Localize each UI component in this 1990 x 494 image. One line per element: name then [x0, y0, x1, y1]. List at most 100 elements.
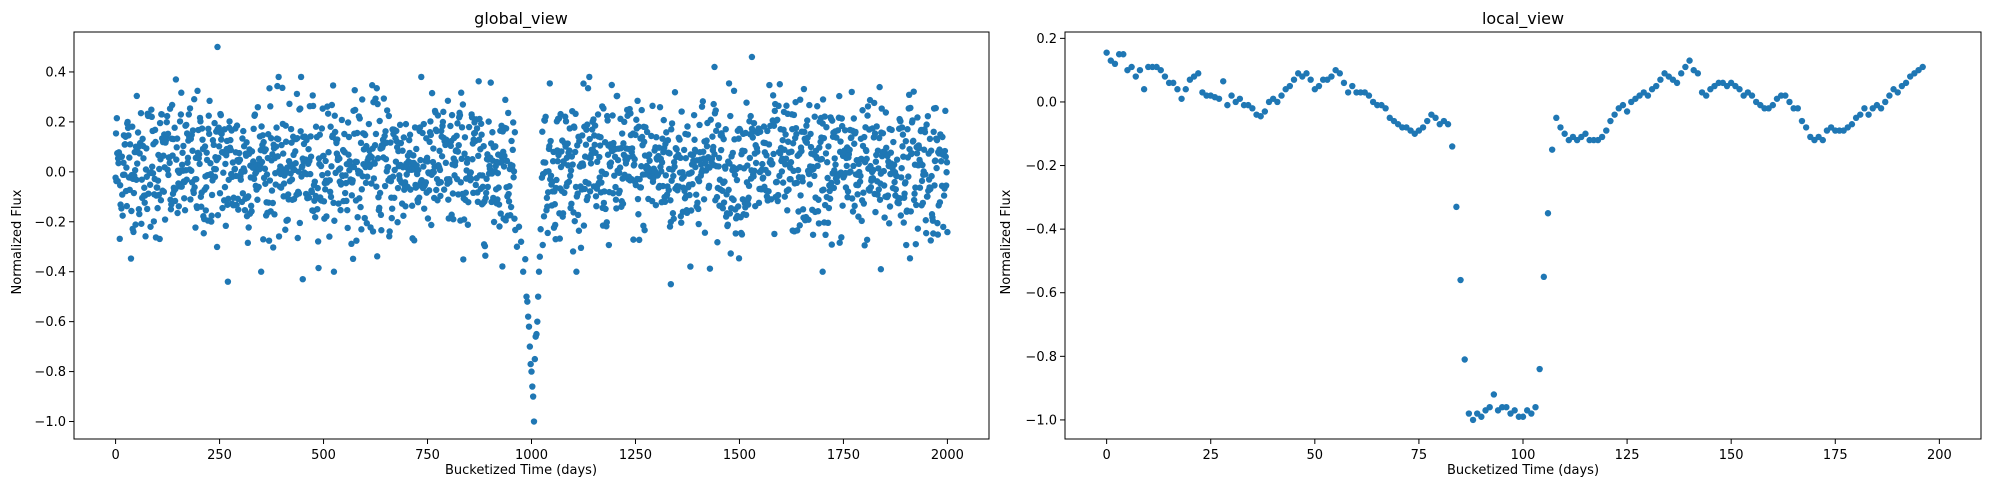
data-point: [224, 278, 232, 285]
data-point: [886, 203, 894, 210]
data-point: [705, 182, 713, 189]
data-point: [546, 80, 553, 87]
data-point: [128, 207, 135, 215]
data-point: [258, 123, 265, 130]
data-point: [583, 126, 590, 133]
data-point: [497, 210, 504, 217]
data-point: [476, 115, 483, 123]
data-point: [120, 159, 127, 166]
data-point: [760, 123, 768, 130]
data-point: [292, 148, 299, 155]
data-point: [517, 238, 525, 245]
data-point: [235, 206, 242, 213]
data-point: [297, 128, 304, 135]
data-point: [208, 218, 215, 225]
data-point: [265, 237, 273, 244]
local-view-plot-frame: [1064, 31, 1982, 440]
data-point: [1748, 92, 1756, 99]
data-point: [1782, 92, 1789, 99]
data-point: [711, 151, 718, 158]
data-point: [507, 203, 515, 211]
data-point: [341, 189, 349, 197]
data-point: [148, 113, 155, 121]
data-point: [940, 223, 947, 231]
data-point: [519, 268, 527, 275]
data-point: [245, 193, 252, 200]
data-point: [566, 172, 574, 180]
data-point: [547, 172, 555, 179]
data-point: [482, 252, 489, 259]
data-point: [924, 112, 932, 120]
data-point: [888, 126, 895, 134]
data-point: [510, 174, 517, 181]
data-point: [770, 122, 778, 129]
data-point: [282, 226, 289, 233]
data-point: [513, 243, 521, 250]
data-point: [764, 169, 772, 177]
data-point: [825, 143, 832, 150]
data-point: [861, 133, 868, 141]
data-point: [454, 148, 462, 155]
data-point: [215, 143, 223, 150]
data-point: [568, 200, 575, 207]
data-point: [1274, 98, 1281, 106]
data-point: [1178, 95, 1185, 102]
data-point: [637, 184, 645, 191]
data-point: [141, 184, 148, 191]
data-point: [537, 226, 544, 233]
data-point: [687, 263, 694, 270]
data-point: [779, 179, 787, 186]
data-point: [566, 147, 573, 154]
data-point: [612, 183, 619, 191]
data-point: [417, 156, 424, 164]
data-point: [363, 220, 370, 227]
data-point: [320, 198, 328, 205]
data-point: [163, 112, 171, 120]
data-point: [820, 134, 828, 142]
data-point: [843, 162, 850, 170]
data-point: [116, 182, 124, 189]
data-point: [216, 190, 224, 197]
data-point: [527, 360, 534, 368]
data-point: [454, 120, 461, 127]
global-view-x-axis-label: Bucketized Time (days): [445, 463, 597, 478]
data-point: [698, 103, 706, 110]
data-point: [620, 140, 627, 147]
data-point: [749, 134, 756, 141]
data-point: [165, 171, 172, 179]
data-point: [248, 148, 256, 155]
data-point: [400, 212, 407, 219]
data-point: [500, 163, 508, 170]
data-point: [891, 178, 898, 186]
data-point: [876, 196, 884, 203]
data-point: [544, 229, 551, 237]
data-point: [397, 139, 405, 147]
y-tick-label: −1.0: [1025, 413, 1057, 428]
data-point: [1344, 89, 1352, 96]
data-point: [472, 181, 479, 189]
data-point: [337, 206, 344, 214]
data-point: [932, 104, 939, 112]
data-point: [730, 196, 737, 204]
data-point: [1236, 95, 1244, 102]
data-point: [361, 131, 369, 139]
data-point: [1486, 404, 1493, 411]
data-point: [303, 136, 310, 144]
y-tick-label: 0.4: [45, 65, 66, 80]
data-point: [905, 173, 912, 180]
data-point: [927, 237, 934, 244]
data-point: [1290, 76, 1298, 83]
data-point: [815, 220, 823, 227]
data-point: [342, 172, 349, 179]
data-point: [193, 175, 200, 183]
data-point: [695, 220, 702, 228]
data-point: [499, 263, 506, 270]
data-point: [235, 149, 243, 157]
data-point: [133, 176, 140, 183]
data-point: [406, 131, 414, 138]
data-point: [1257, 113, 1264, 120]
data-point: [884, 192, 892, 199]
data-point: [118, 153, 126, 160]
data-point: [752, 159, 760, 167]
